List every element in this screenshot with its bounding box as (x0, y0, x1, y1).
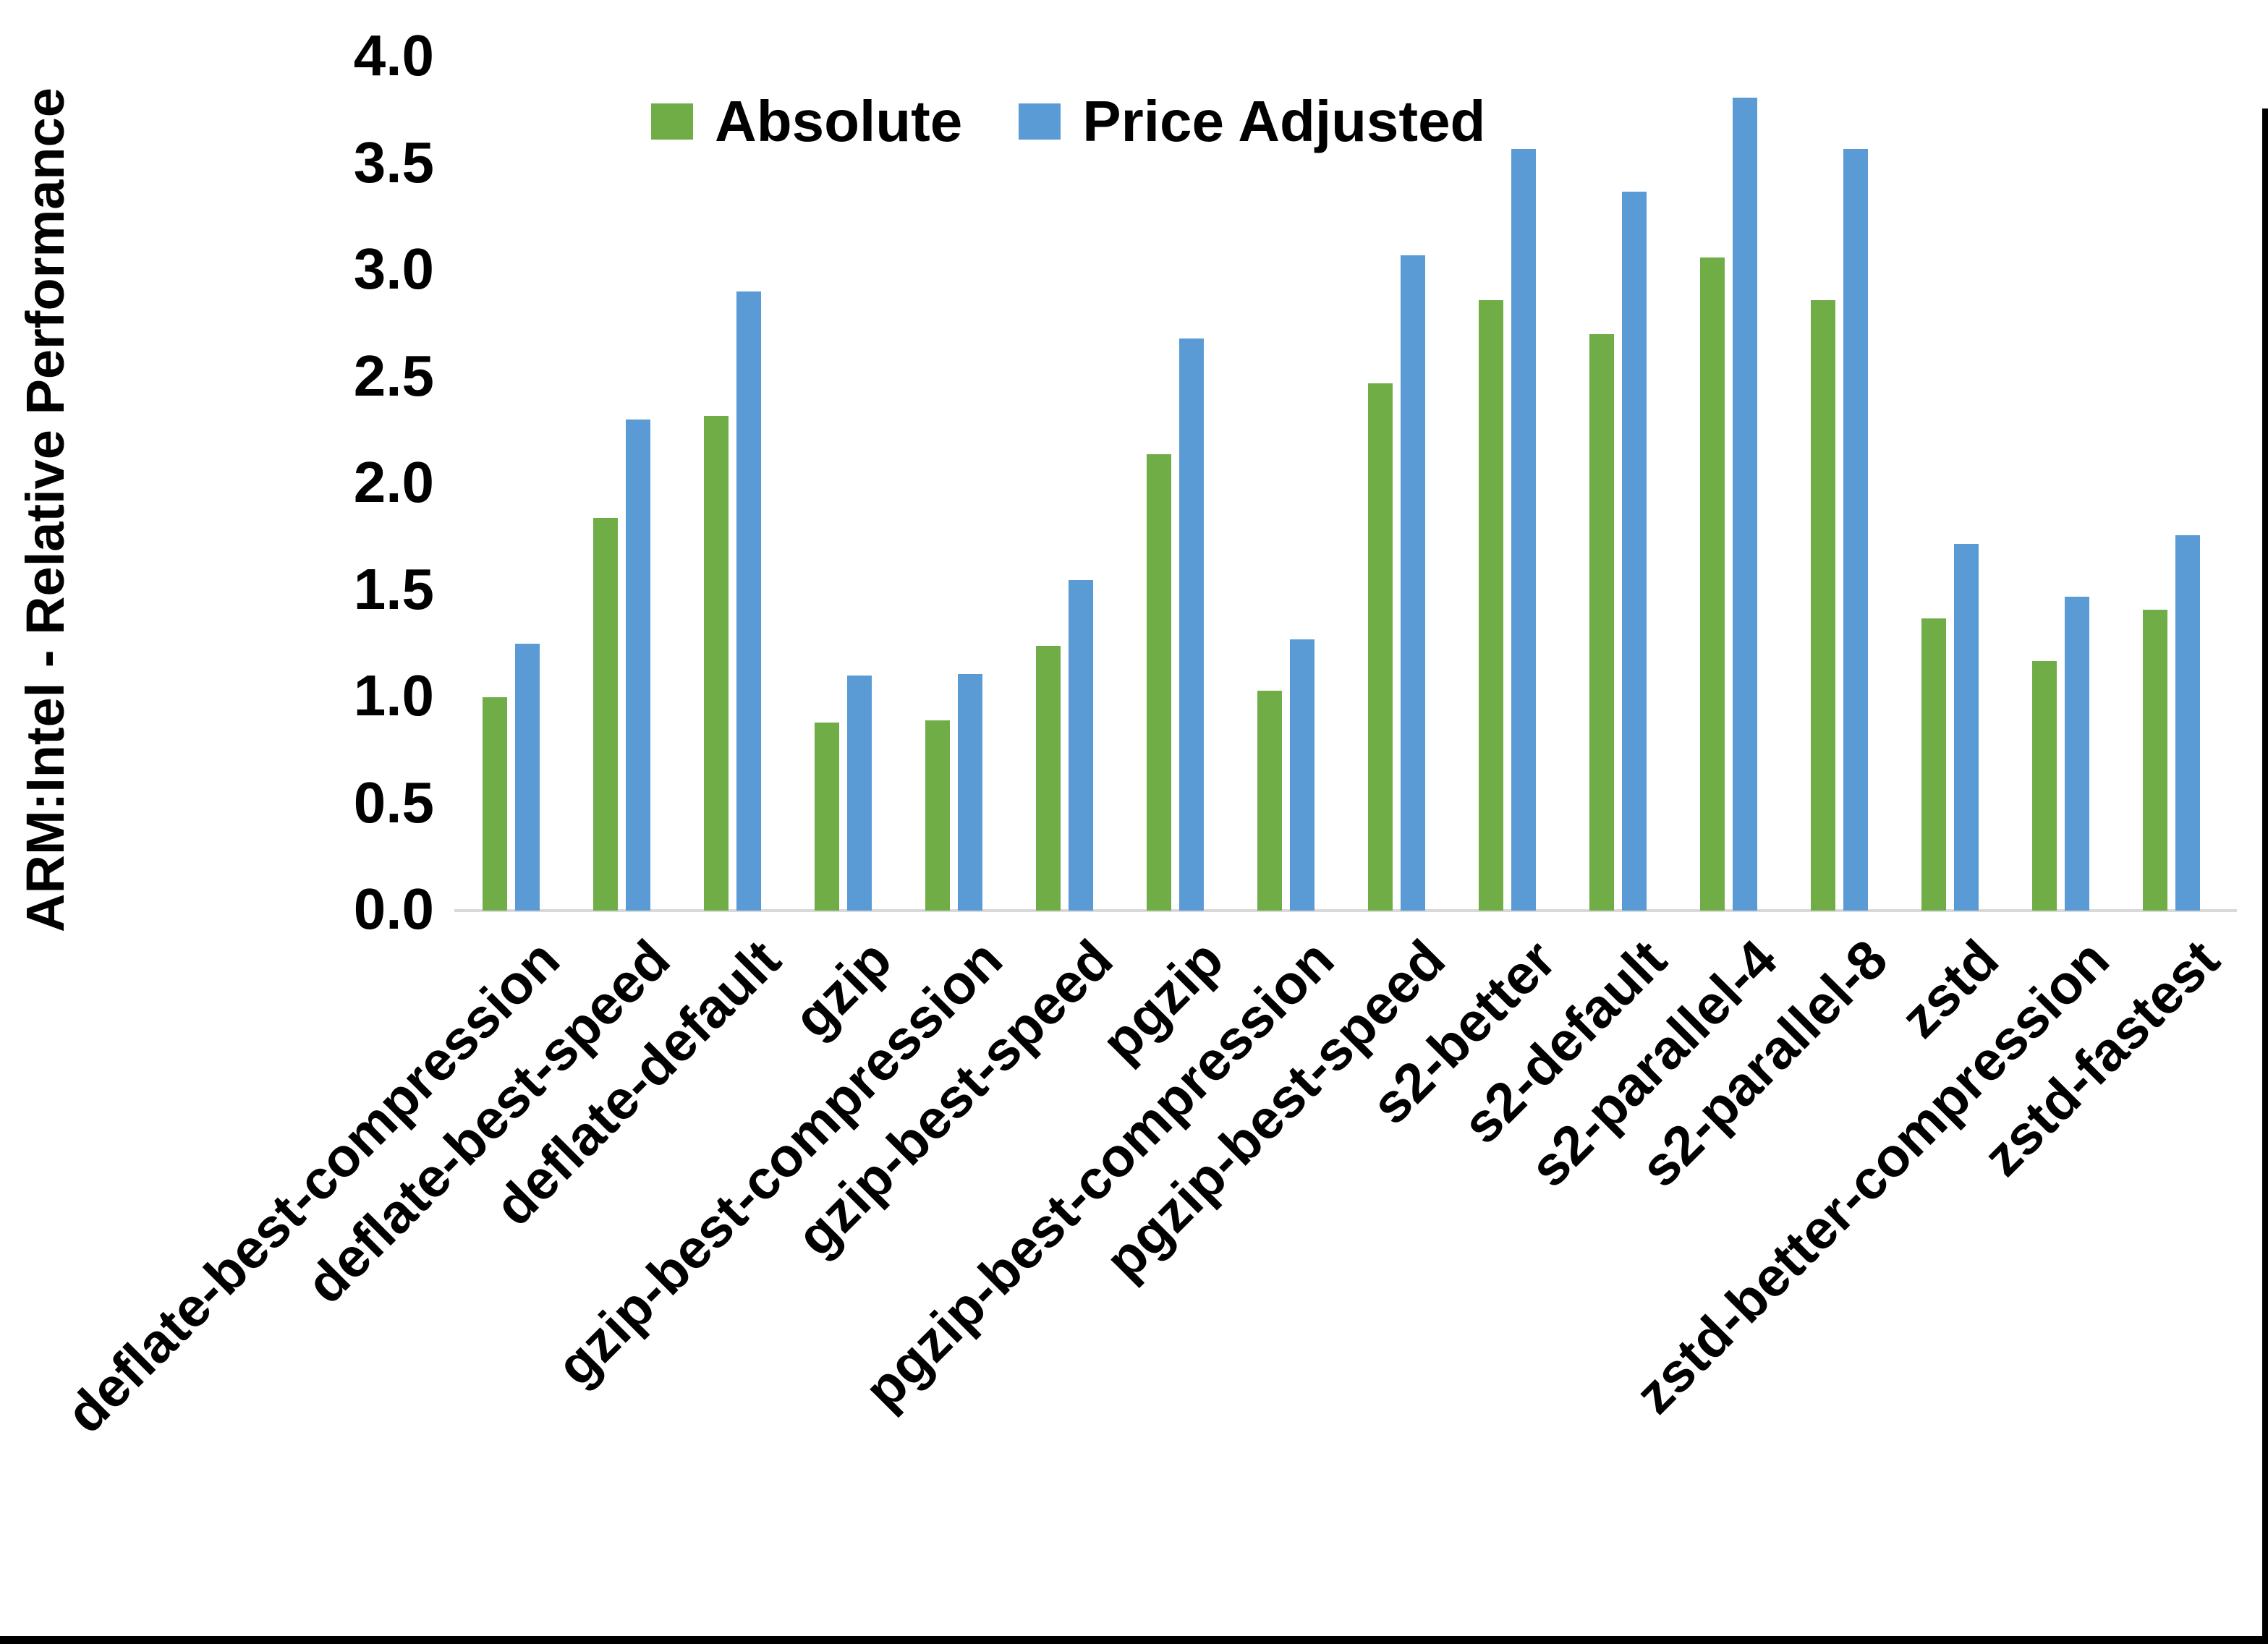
bar-price-adjusted-deflate-best-speed (626, 419, 650, 911)
y-axis-title: ARM:Intel - Relative Performance (15, 88, 75, 932)
y-tick-label-0.0: 0.0 (353, 877, 434, 941)
bar-price-adjusted-s2-parallel-4 (1733, 98, 1757, 911)
bar-price-adjusted-zstd-fastest (2175, 535, 2200, 911)
bar-absolute-s2-parallel-8 (1811, 300, 1835, 911)
bottom-border (0, 1636, 2268, 1644)
y-tick-label-4.0: 4.0 (353, 23, 434, 88)
bar-absolute-deflate-best-speed (593, 518, 618, 911)
bar-absolute-gzip-best-compression (925, 720, 950, 911)
bar-price-adjusted-pgzip-best-speed (1401, 255, 1425, 911)
bar-absolute-pgzip-best-speed (1368, 383, 1393, 911)
y-tick-label-1.5: 1.5 (353, 556, 434, 621)
y-tick-label-2.0: 2.0 (353, 450, 434, 514)
bar-price-adjusted-pgzip (1179, 338, 1204, 911)
bar-absolute-s2-parallel-4 (1700, 257, 1725, 911)
y-tick-label-3.5: 3.5 (353, 129, 434, 195)
y-tick-label-0.5: 0.5 (353, 770, 434, 835)
y-tick-label-1.0: 1.0 (353, 663, 434, 728)
bar-absolute-zstd (1921, 618, 1946, 911)
y-tick-label-2.5: 2.5 (353, 343, 434, 408)
bar-absolute-s2-better (1479, 300, 1503, 911)
bar-absolute-gzip-best-speed (1036, 646, 1061, 911)
legend-swatch-absolute (651, 103, 693, 140)
bar-price-adjusted-s2-better (1511, 149, 1536, 911)
bar-absolute-zstd-better-compression (2032, 661, 2057, 911)
bar-price-adjusted-s2-parallel-8 (1843, 149, 1868, 911)
bar-absolute-pgzip (1147, 454, 1171, 911)
bar-price-adjusted-gzip-best-compression (958, 674, 982, 911)
legend-item-price-adjusted: Price Adjusted (1019, 88, 1485, 155)
bar-price-adjusted-deflate-default (736, 291, 761, 911)
legend: Absolute Price Adjusted (651, 88, 1485, 155)
bar-price-adjusted-gzip (847, 676, 872, 911)
legend-swatch-price-adjusted (1019, 103, 1061, 140)
bar-price-adjusted-deflate-best-compression (515, 644, 540, 911)
bar-price-adjusted-zstd (1954, 544, 1979, 911)
bar-absolute-s2-default (1589, 334, 1614, 911)
legend-item-absolute: Absolute (651, 88, 962, 155)
bar-absolute-gzip (815, 723, 839, 911)
bar-absolute-pgzip-best-compression (1257, 691, 1282, 911)
legend-label-price-adjusted: Price Adjusted (1082, 89, 1486, 153)
bar-price-adjusted-s2-default (1622, 192, 1647, 911)
bar-price-adjusted-zstd-better-compression (2065, 597, 2089, 911)
legend-label-absolute: Absolute (715, 89, 963, 153)
y-tick-label-3.0: 3.0 (353, 237, 434, 301)
bar-absolute-deflate-default (704, 416, 729, 911)
bar-absolute-zstd-fastest (2143, 610, 2167, 911)
bar-price-adjusted-gzip-best-speed (1069, 580, 1093, 911)
bar-price-adjusted-pgzip-best-compression (1290, 639, 1314, 911)
right-border (2262, 108, 2268, 1644)
x-axis-line (454, 909, 2237, 912)
bar-absolute-deflate-best-compression (483, 697, 507, 911)
